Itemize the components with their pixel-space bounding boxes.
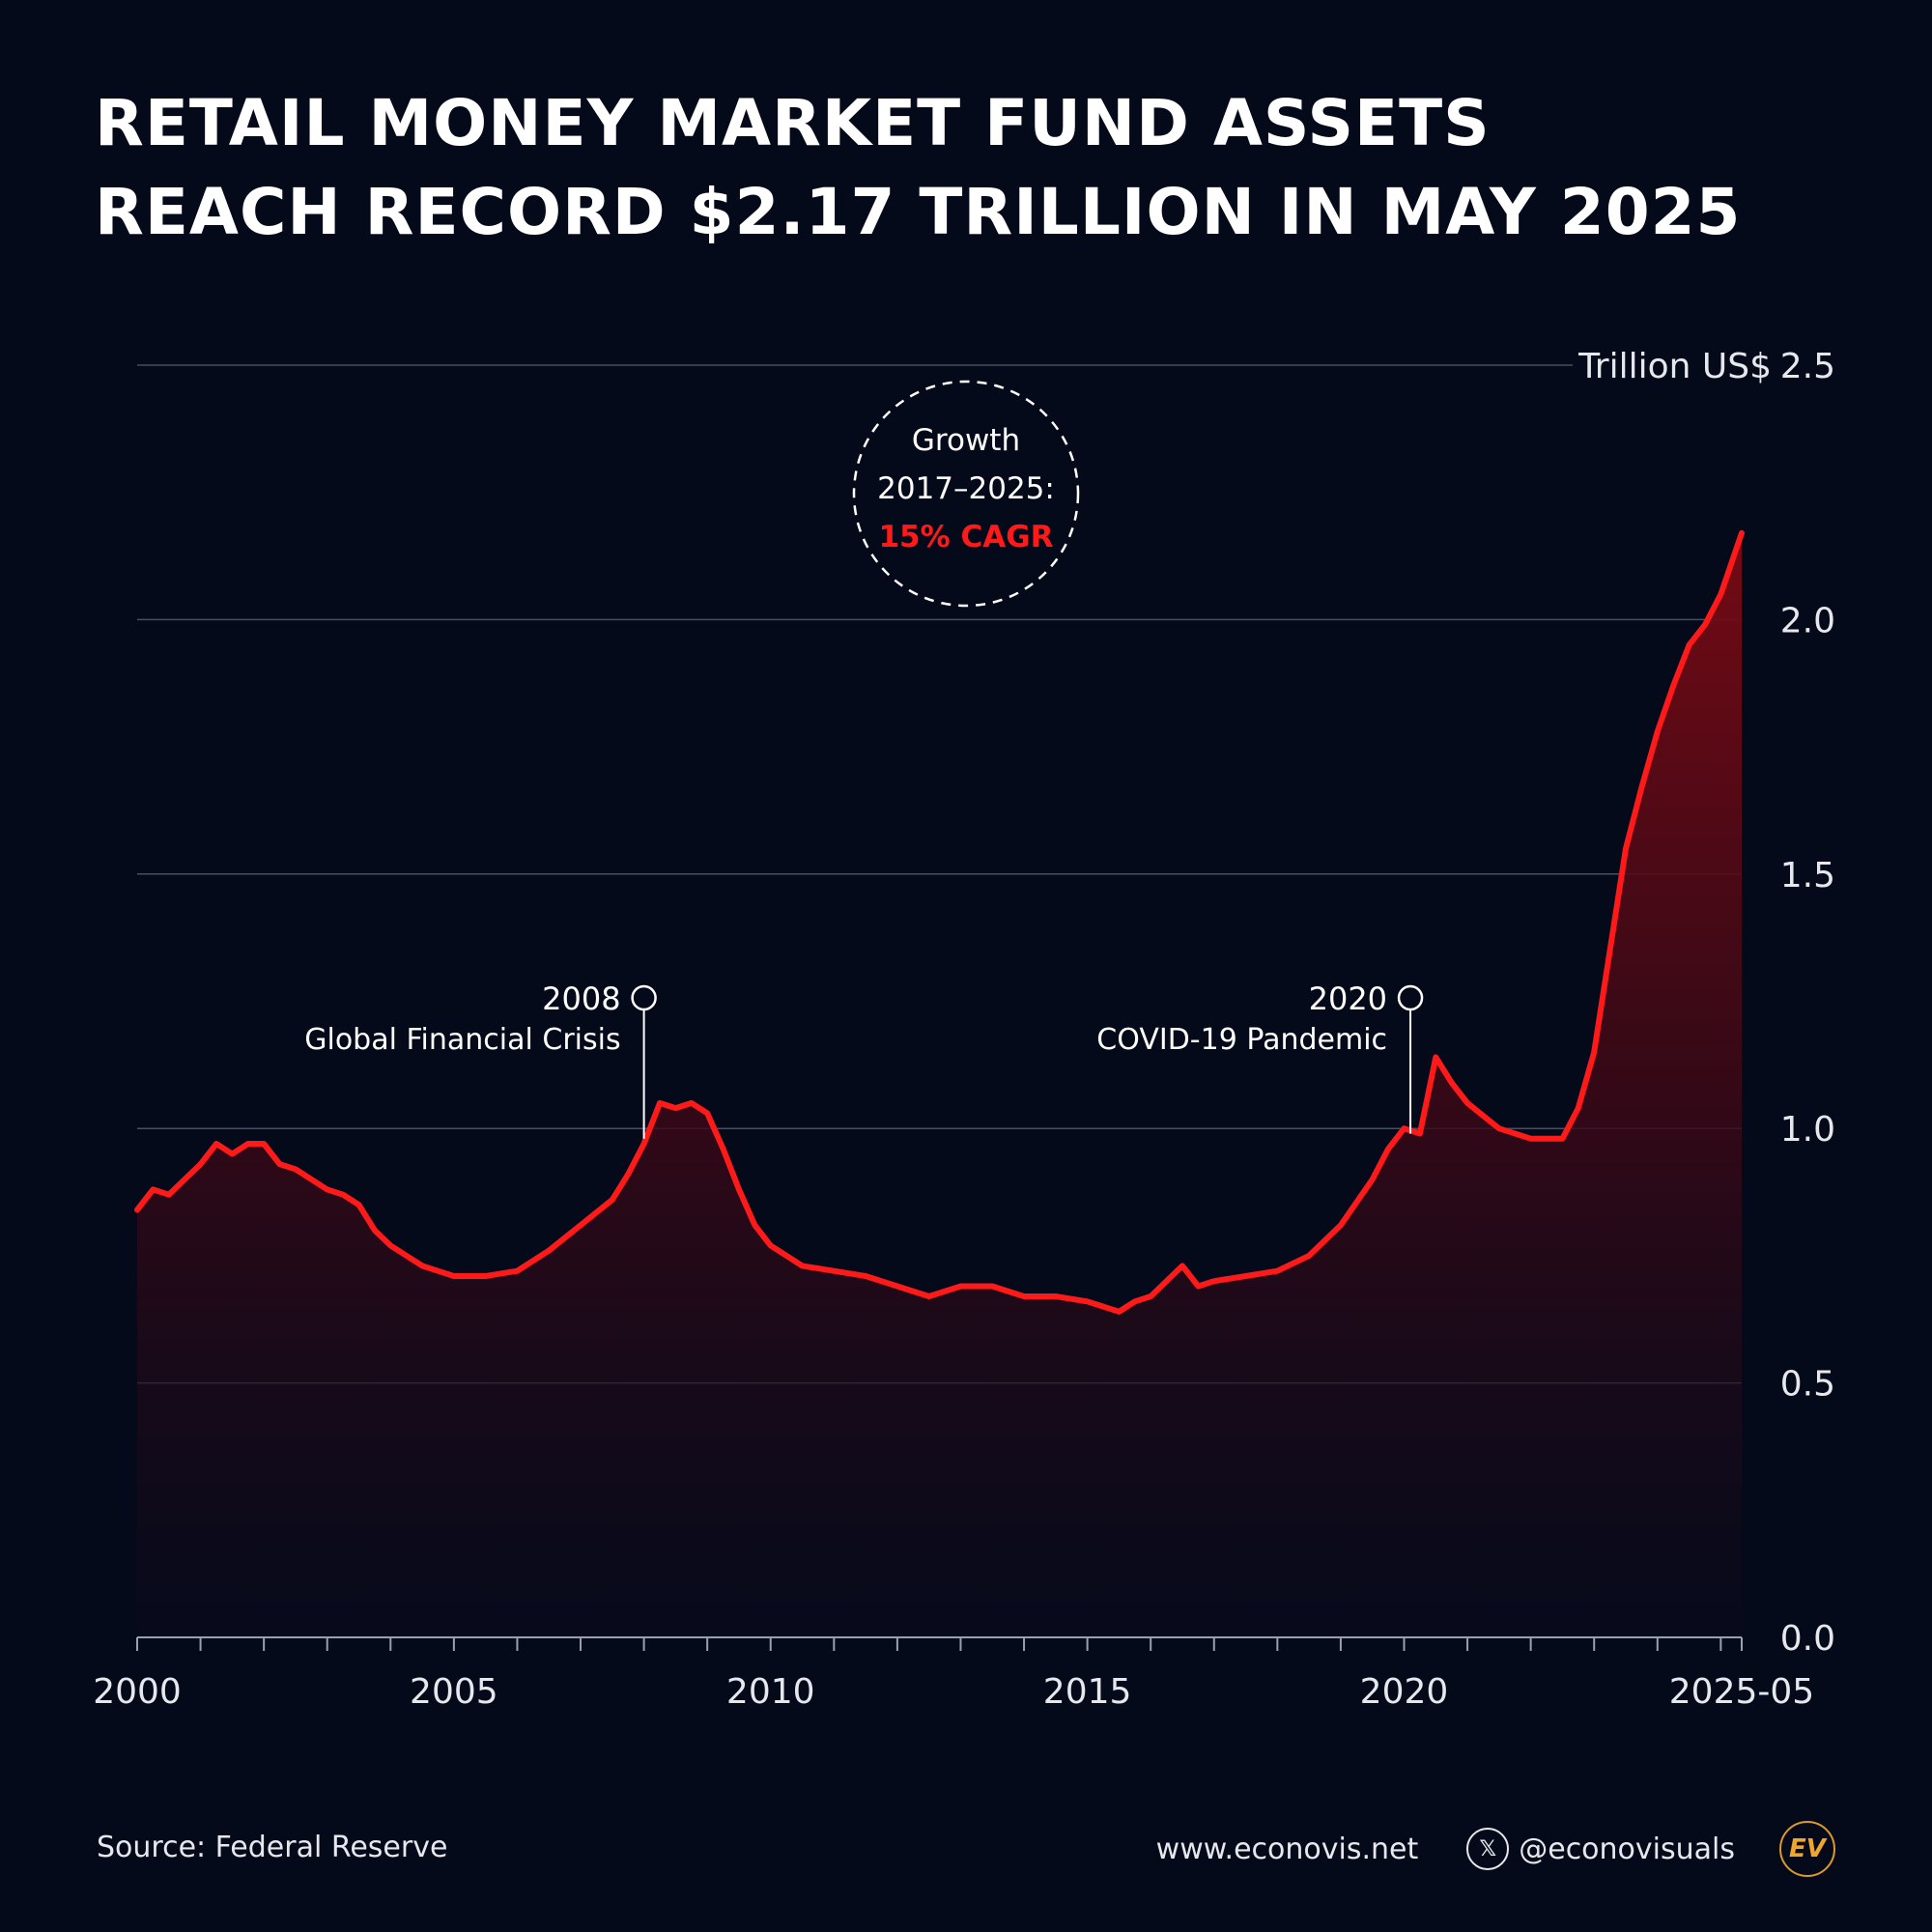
title-line-2: Reach Record $2.17 Trillion in May 2025 xyxy=(95,175,1742,249)
area-fill xyxy=(137,532,1742,1637)
footer-credits: www.econovis.net 𝕏 @econovisuals EV xyxy=(1156,1821,1835,1877)
annotation-marker xyxy=(631,984,657,1011)
y-tick-label: 1.0 xyxy=(1780,1110,1835,1150)
annotation-year: 2008 xyxy=(542,980,620,1017)
social-handle[interactable]: 𝕏 @econovisuals xyxy=(1466,1828,1735,1870)
callout-circle xyxy=(852,380,1080,608)
x-logo-icon: 𝕏 xyxy=(1466,1828,1510,1870)
website-link[interactable]: www.econovis.net xyxy=(1155,1832,1419,1866)
callout-line-1: Growth xyxy=(912,423,1020,458)
y-axis: 0.0 0.5 1.0 1.5 2.0 2.5 xyxy=(1780,347,1835,1659)
source-note: Source: Federal Reserve xyxy=(97,1831,448,1864)
annotation-year: 2020 xyxy=(1309,980,1387,1017)
callout-line-2: 2017–2025: xyxy=(877,471,1055,506)
annotation-label: COVID-19 Pandemic xyxy=(1096,1023,1387,1057)
handle-text: @econovisuals xyxy=(1519,1832,1735,1866)
y-tick-label: 0.0 xyxy=(1780,1619,1835,1659)
annotation-label: Global Financial Crisis xyxy=(304,1023,620,1057)
x-tick-label: 2020 xyxy=(1360,1672,1449,1712)
title-line-1: Retail Money Market Fund Assets xyxy=(95,86,1491,160)
annotation: 2020 COVID-19 Pandemic xyxy=(1096,980,1424,1134)
y-tick-label: 1.5 xyxy=(1780,856,1835,895)
x-tick-label: 2000 xyxy=(93,1672,182,1712)
annotation: 2008 Global Financial Crisis xyxy=(304,980,657,1139)
y-tick-label: 0.5 xyxy=(1780,1365,1835,1405)
x-axis: 2000 2005 2010 2015 2020 2025-05 xyxy=(93,1636,1814,1712)
annotation-marker xyxy=(1397,984,1424,1011)
y-tick-label: 2.5 xyxy=(1780,347,1835,386)
page-title: Retail Money Market Fund Assets Reach Re… xyxy=(95,79,1741,257)
annotations: 2008 Global Financial Crisis 2020 COVID-19 … xyxy=(304,980,1424,1139)
x-tick-label: 2015 xyxy=(1043,1672,1132,1712)
series-line xyxy=(134,529,1745,1315)
callout-line-3: 15% CAGR xyxy=(878,520,1053,554)
x-tick-label: 2010 xyxy=(726,1672,815,1712)
cagr-callout: Growth 2017–2025: 15% CAGR xyxy=(852,380,1080,608)
y-tick-label: 2.0 xyxy=(1780,601,1835,640)
ev-logo-icon: EV xyxy=(1779,1821,1835,1877)
x-tick-label: 2005 xyxy=(410,1672,498,1712)
y-unit-label: Trillion US$ xyxy=(1577,347,1772,386)
x-tick-label: 2025-05 xyxy=(1669,1672,1814,1712)
